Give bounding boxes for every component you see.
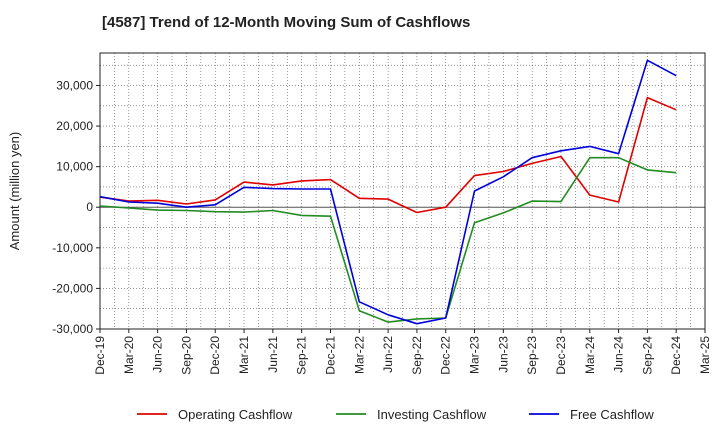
x-tick-label: Jun-22 (381, 336, 395, 373)
y-tick-label: 0 (86, 200, 93, 214)
series-line-1 (99, 96, 677, 214)
x-tick-label: Dec-22 (439, 336, 453, 375)
y-axis-label: Amount (million yen) (7, 132, 22, 251)
series-lines (99, 59, 677, 325)
x-tick-label: Mar-22 (352, 336, 366, 374)
y-tick-label: -20,000 (52, 281, 93, 295)
series-line-3 (99, 59, 677, 325)
x-tick-label: Mar-23 (468, 336, 482, 374)
x-tick-label: Jun-23 (496, 336, 510, 373)
x-tick-label: Sep-22 (410, 336, 424, 375)
x-tick-label: Mar-24 (583, 336, 597, 374)
y-axis-ticks: -30,000 -20,000 -10,000 0 10,000 20,000 30,000 (52, 78, 100, 336)
legend: Operating Cashflow Investing Cashflow Free… (137, 407, 654, 422)
x-axis-ticks: Dec-19 Mar-20 Jun-20 Sep-20 Dec-20 Mar-21 Jun-… (93, 329, 712, 375)
x-tick-label: Sep-24 (640, 336, 654, 375)
x-tick-label: Dec-23 (554, 336, 568, 375)
chart-title: [4587] Trend of 12-Month Moving Sum of C… (102, 14, 471, 31)
y-tick-label: -10,000 (52, 241, 93, 255)
grid-lines (100, 53, 705, 330)
legend-label-2: Investing Cashflow (377, 407, 487, 422)
x-tick-label: Jun-20 (151, 336, 165, 373)
y-tick-label: 10,000 (56, 160, 93, 174)
x-tick-label: Jun-24 (612, 336, 626, 373)
x-tick-label: Sep-23 (525, 336, 539, 375)
x-tick-label: Mar-25 (698, 336, 712, 374)
x-tick-label: Mar-21 (237, 336, 251, 374)
x-tick-label: Jun-21 (266, 336, 280, 373)
x-tick-label: Sep-21 (295, 336, 309, 375)
y-tick-label: 30,000 (56, 78, 93, 92)
plot-frame (99, 52, 706, 330)
x-tick-label: Dec-20 (208, 336, 222, 375)
x-tick-label: Dec-24 (669, 336, 683, 375)
legend-label-1: Operating Cashflow (178, 407, 293, 422)
y-tick-label: 20,000 (56, 119, 93, 133)
y-tick-label: -30,000 (52, 322, 93, 336)
x-tick-label: Sep-20 (179, 336, 193, 375)
x-tick-label: Dec-19 (93, 336, 107, 375)
legend-label-3: Free Cashflow (570, 407, 654, 422)
x-tick-label: Mar-20 (122, 336, 136, 374)
series-line-2 (99, 156, 677, 323)
x-tick-label: Dec-21 (323, 336, 337, 375)
